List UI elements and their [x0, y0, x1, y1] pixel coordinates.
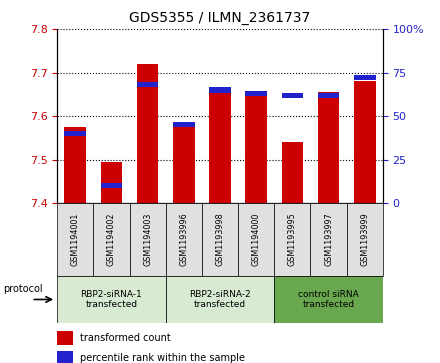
Text: GSM1193997: GSM1193997: [324, 213, 333, 266]
Text: GSM1194000: GSM1194000: [252, 213, 260, 266]
Text: GSM1193999: GSM1193999: [360, 213, 369, 266]
Bar: [282, 93, 303, 98]
Text: GSM1194003: GSM1194003: [143, 213, 152, 266]
Bar: [246, 92, 267, 203]
Text: GSM1194002: GSM1194002: [107, 213, 116, 266]
Bar: [129, 203, 166, 276]
Bar: [93, 203, 129, 276]
Bar: [209, 90, 231, 203]
Bar: [282, 142, 303, 203]
Text: GSM1193995: GSM1193995: [288, 213, 297, 266]
Bar: [173, 122, 194, 127]
Bar: [318, 93, 339, 98]
Bar: [347, 203, 383, 276]
Bar: [202, 203, 238, 276]
Text: control siRNA
transfected: control siRNA transfected: [298, 290, 359, 309]
Bar: [64, 127, 86, 203]
Bar: [209, 87, 231, 93]
Bar: [354, 75, 376, 81]
Bar: [274, 203, 311, 276]
Bar: [101, 162, 122, 203]
Text: GSM1193998: GSM1193998: [216, 213, 224, 266]
Text: RBP2-siRNA-1
transfected: RBP2-siRNA-1 transfected: [81, 290, 143, 309]
Text: transformed count: transformed count: [80, 333, 171, 343]
Text: protocol: protocol: [3, 284, 43, 294]
Bar: [64, 131, 86, 136]
Bar: [57, 203, 93, 276]
Bar: [238, 203, 274, 276]
Bar: [137, 64, 158, 203]
Bar: [57, 276, 166, 323]
Bar: [166, 276, 274, 323]
Text: RBP2-siRNA-2
transfected: RBP2-siRNA-2 transfected: [189, 290, 251, 309]
Bar: [354, 81, 376, 203]
Bar: [57, 351, 73, 363]
Bar: [166, 203, 202, 276]
Text: GSM1193996: GSM1193996: [180, 213, 188, 266]
Title: GDS5355 / ILMN_2361737: GDS5355 / ILMN_2361737: [129, 11, 311, 25]
Bar: [137, 82, 158, 87]
Bar: [274, 276, 383, 323]
Bar: [246, 91, 267, 96]
Bar: [318, 92, 339, 203]
Text: percentile rank within the sample: percentile rank within the sample: [80, 353, 245, 363]
Bar: [57, 331, 73, 345]
Bar: [173, 123, 194, 203]
Bar: [101, 183, 122, 188]
Text: GSM1194001: GSM1194001: [71, 213, 80, 266]
Bar: [311, 203, 347, 276]
